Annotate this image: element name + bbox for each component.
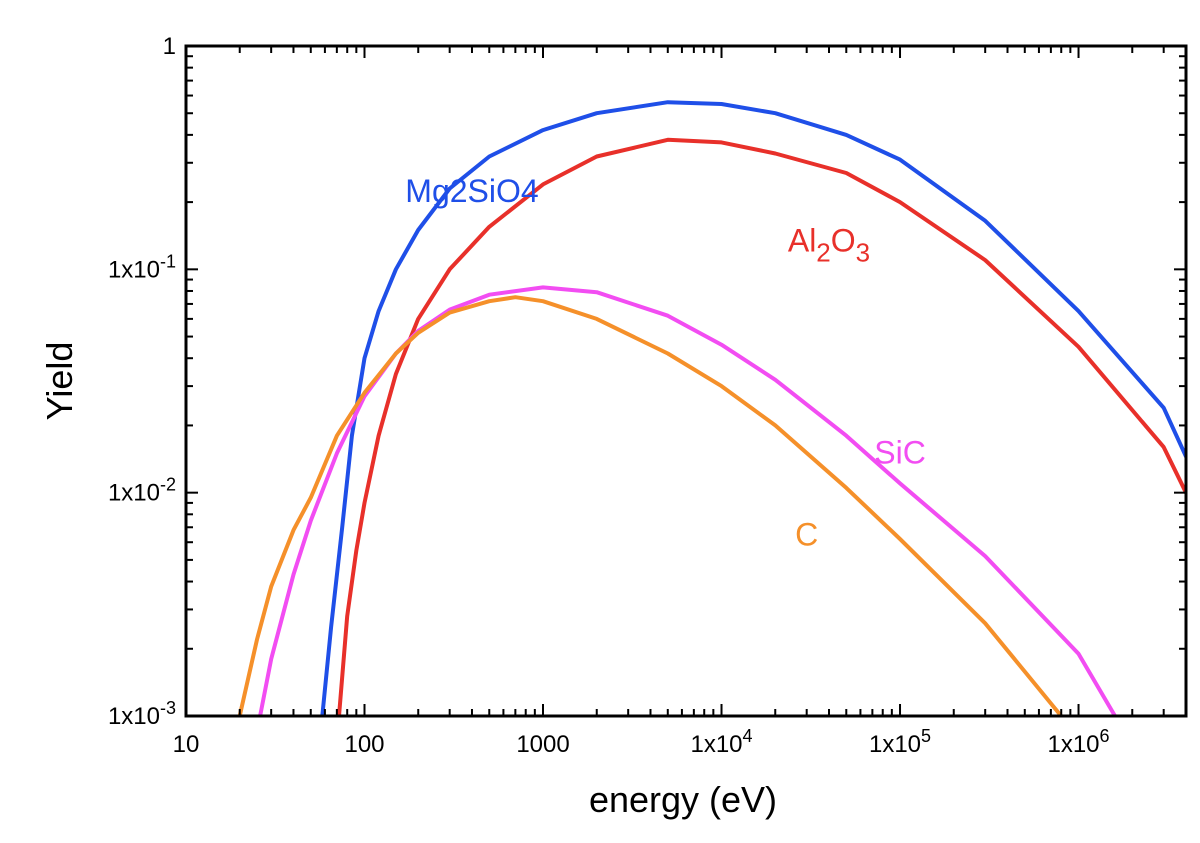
plot-frame (184, 44, 1188, 718)
x-tick-label: 100 (344, 731, 384, 758)
series-layer (237, 100, 1186, 716)
y-tick-label: 1x10-3 (108, 698, 176, 730)
series-label-mg2sio4: Mg2SiO4 (405, 173, 538, 209)
y-axis-label: Yield (39, 342, 80, 421)
x-tick-label: 1x105 (869, 726, 931, 758)
series-label-al2o3: Al2O3 (788, 223, 870, 268)
y-tick-label: 1x10-1 (108, 251, 176, 283)
y-tick-label: 1 (163, 33, 176, 60)
series-label-sic: SiC (874, 435, 926, 471)
x-tick-label: 1x104 (690, 726, 752, 758)
x-axis-label: energy (eV) (589, 779, 777, 820)
tick-labels-layer: 10 100 1000 1x104 1x105 1x106 1 1x10-1 1x10-2 1x1… (108, 33, 1110, 758)
y-tick-label: 1x10-2 (108, 475, 176, 507)
ticks-layer (185, 45, 1187, 717)
series-line-al2o3 (337, 137, 1186, 716)
series-line-sic (258, 285, 1117, 716)
series-label-c: C (795, 517, 818, 553)
series-line-c (237, 295, 1064, 716)
x-tick-label: 1000 (516, 731, 569, 758)
x-tick-label: 1x106 (1047, 726, 1109, 758)
series-labels-layer: Mg2SiO4 Al2O3 SiC C (405, 173, 926, 552)
x-tick-label: 10 (173, 731, 200, 758)
